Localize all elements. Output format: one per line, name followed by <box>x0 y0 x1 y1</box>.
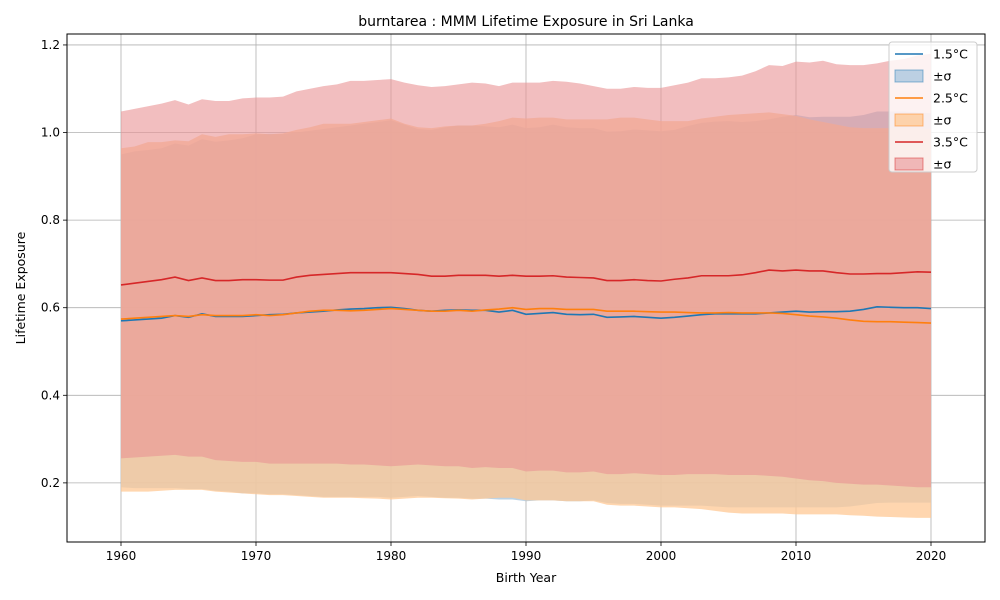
legend-label: 3.5°C <box>933 135 968 150</box>
mean-line-series-2 <box>120 306 932 324</box>
y-tick-label: 1.0 <box>41 126 60 140</box>
x-axis-label: Birth Year <box>496 570 557 585</box>
legend-band-swatch <box>894 157 924 171</box>
x-tick-label: 2000 <box>646 549 677 563</box>
y-tick-label: 1.2 <box>41 38 60 52</box>
y-tick-label: 0.8 <box>41 213 60 227</box>
x-tick-label: 2020 <box>916 549 947 563</box>
chart-title: burntarea : MMM Lifetime Exposure in Sri… <box>358 14 694 30</box>
legend-label: 1.5°C <box>933 47 968 62</box>
sigma-band-series-3 <box>121 53 931 488</box>
y-axis-ticks: 0.2 0.4 0.6 0.8 1.0 1.2 <box>41 38 67 490</box>
y-axis-label: Lifetime Exposure <box>13 231 28 344</box>
x-tick-label: 1970 <box>241 549 272 563</box>
x-axis-ticks: 1960 1970 1980 1990 2000 2010 2020 <box>106 542 947 563</box>
legend-label: ±σ <box>933 69 951 84</box>
x-tick-label: 1980 <box>376 549 407 563</box>
y-tick-label: 0.4 <box>41 388 60 402</box>
legend-label: ±σ <box>933 157 951 172</box>
x-tick-label: 1960 <box>106 549 137 563</box>
mean-lines <box>120 269 932 324</box>
legend-label: 2.5°C <box>933 91 968 106</box>
mean-line-series-3 <box>120 269 932 286</box>
legend-band-swatch <box>894 69 924 83</box>
mean-line-series-1 <box>120 306 932 322</box>
legend-label: ±σ <box>933 113 951 128</box>
x-tick-label: 1990 <box>511 549 542 563</box>
y-tick-label: 0.2 <box>41 476 60 490</box>
sigma-bands <box>121 53 931 518</box>
y-tick-label: 0.6 <box>41 301 60 315</box>
legend-box <box>888 41 978 173</box>
legend-band-swatch <box>894 113 924 127</box>
legend: 1.5°C ±σ 2.5°C ±σ 3.5°C ±σ <box>888 41 978 173</box>
x-tick-label: 2010 <box>781 549 812 563</box>
